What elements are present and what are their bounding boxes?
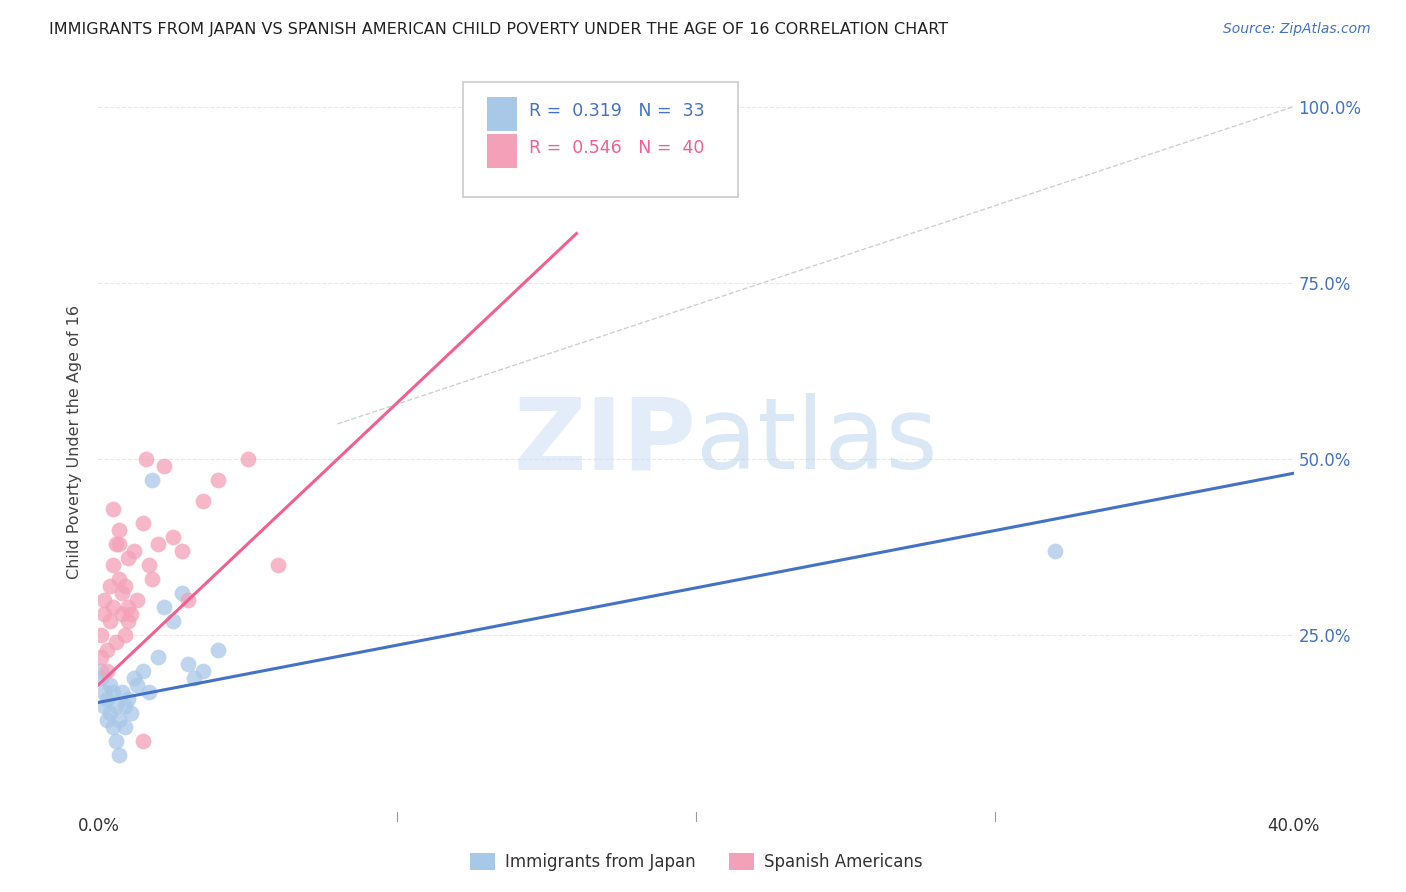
Point [138,685,160,699]
Point [114,698,136,713]
Point [98,615,122,629]
Point [108,748,131,763]
Point [124,671,146,685]
Point [90,671,112,685]
Point [98,706,122,720]
Point [114,579,136,593]
Point [108,713,131,727]
Point [105,734,128,748]
Point [96,642,118,657]
Point [207,473,229,487]
Point [141,473,163,487]
Point [120,607,142,622]
Point [124,544,146,558]
Point [132,734,155,748]
Point [267,558,290,572]
Point [108,537,131,551]
Text: ZIP: ZIP [513,393,696,490]
Point [103,685,125,699]
Point [236,452,259,467]
Point [93,685,115,699]
Point [111,607,134,622]
Point [132,516,155,530]
Point [153,459,176,474]
Point [93,607,115,622]
Point [153,600,176,615]
Point [1043,544,1066,558]
Point [117,692,139,706]
Point [103,501,125,516]
Point [135,452,157,467]
Point [162,615,184,629]
Point [120,706,142,720]
Point [105,537,128,551]
Point [127,678,149,692]
Point [114,628,136,642]
Point [90,628,112,642]
Point [108,572,131,586]
Point [138,558,160,572]
FancyBboxPatch shape [486,97,517,130]
Point [90,649,112,664]
Point [183,671,205,685]
Point [117,615,139,629]
Point [127,593,149,607]
Point [90,664,112,678]
Point [172,586,194,600]
Point [148,649,170,664]
Point [96,692,118,706]
Point [103,720,125,734]
Point [98,678,122,692]
Point [117,550,139,565]
Point [191,664,214,678]
Point [93,698,115,713]
Point [117,600,139,615]
Text: R =  0.546   N =  40: R = 0.546 N = 40 [529,138,704,157]
Point [96,664,118,678]
Point [103,558,125,572]
Text: Source: ZipAtlas.com: Source: ZipAtlas.com [1223,22,1371,37]
Y-axis label: Child Poverty Under the Age of 16: Child Poverty Under the Age of 16 [67,304,83,579]
Point [191,494,214,508]
Point [96,713,118,727]
Legend: Immigrants from Japan, Spanish Americans: Immigrants from Japan, Spanish Americans [463,846,929,878]
Point [172,544,194,558]
Text: IMMIGRANTS FROM JAPAN VS SPANISH AMERICAN CHILD POVERTY UNDER THE AGE OF 16 CORR: IMMIGRANTS FROM JAPAN VS SPANISH AMERICA… [49,22,948,37]
Point [177,593,200,607]
Point [103,600,125,615]
Point [148,537,170,551]
Point [111,586,134,600]
Point [177,657,200,671]
Point [207,642,229,657]
Text: R =  0.319   N =  33: R = 0.319 N = 33 [529,102,704,120]
Point [111,685,134,699]
Point [132,664,155,678]
Point [98,579,122,593]
Text: atlas: atlas [696,393,938,490]
Point [93,593,115,607]
Point [105,635,128,649]
Point [141,572,163,586]
Point [108,523,131,537]
FancyBboxPatch shape [463,82,738,197]
Point [114,720,136,734]
FancyBboxPatch shape [486,135,517,168]
Point [105,698,128,713]
Point [162,530,184,544]
